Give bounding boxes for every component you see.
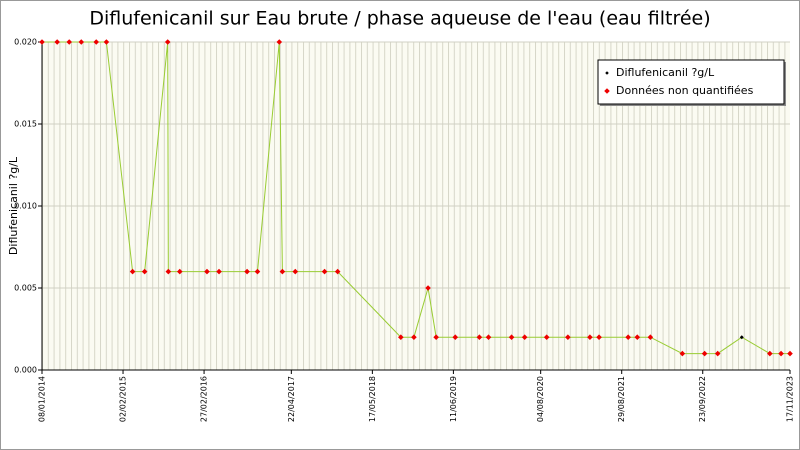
x-tick-label: 08/01/2014	[38, 376, 47, 422]
data-point-non-quantified	[78, 39, 85, 45]
data-point-non-quantified	[334, 268, 341, 275]
legend-label: Diflufenicanil ?g/L	[616, 66, 715, 79]
data-point-non-quantified	[39, 39, 45, 45]
y-tick-label: 0.005	[14, 284, 37, 293]
data-point-non-quantified	[141, 268, 148, 275]
data-point-non-quantified	[54, 39, 60, 45]
data-point-non-quantified	[129, 268, 136, 275]
x-tick-label: 29/08/2021	[617, 376, 626, 422]
x-tick-label: 04/08/2020	[536, 376, 545, 422]
data-point-non-quantified	[714, 350, 721, 357]
data-point-non-quantified	[93, 39, 100, 45]
data-point-non-quantified	[433, 334, 439, 340]
data-point-non-quantified	[543, 334, 550, 340]
data-point-non-quantified	[216, 268, 222, 275]
data-point-non-quantified	[398, 334, 404, 340]
x-tick-label: 22/04/2017	[287, 376, 296, 422]
data-point-non-quantified	[164, 39, 171, 45]
x-tick-label: 17/11/2023	[786, 376, 795, 422]
legend-box	[597, 59, 785, 105]
data-point-non-quantified	[411, 334, 417, 340]
y-axis-label: Diflufenicanil ?g/L	[7, 156, 20, 255]
data-point-non-quantified	[485, 334, 492, 340]
y-tick-label: 0.000	[14, 366, 37, 375]
data-point-non-quantified	[596, 334, 602, 340]
y-tick-label: 0.010	[14, 202, 37, 211]
data-point-non-quantified	[521, 334, 528, 340]
data-point-non-quantified	[425, 285, 431, 291]
data-point-non-quantified	[508, 334, 515, 340]
data-point-non-quantified	[244, 268, 250, 275]
data-point-non-quantified	[778, 350, 784, 357]
data-point-non-quantified	[767, 350, 773, 357]
data-point-non-quantified	[176, 268, 183, 275]
data-point-non-quantified	[254, 268, 261, 275]
x-tick-label: 02/02/2015	[119, 376, 128, 422]
data-point	[739, 335, 744, 340]
y-tick-label: 0.020	[14, 38, 37, 47]
data-point-non-quantified	[647, 334, 654, 340]
legend-label: Données non quantifiées	[616, 84, 754, 97]
data-point-non-quantified	[452, 334, 459, 340]
chart-title: Diflufenicanil sur Eau brute / phase aqu…	[89, 8, 710, 30]
data-point-non-quantified	[292, 268, 299, 275]
y-tick-label: 0.015	[14, 120, 37, 129]
data-point-non-quantified	[103, 39, 110, 45]
data-point-non-quantified	[165, 268, 172, 275]
legend-marker	[604, 88, 610, 94]
data-point-non-quantified	[276, 39, 283, 45]
data-point-non-quantified	[321, 268, 328, 275]
legend-marker	[605, 71, 609, 75]
data-point-non-quantified	[679, 350, 686, 357]
x-tick-label: 17/05/2018	[368, 376, 377, 422]
x-tick-label: 11/06/2019	[449, 376, 458, 422]
data-point-non-quantified	[279, 268, 286, 275]
data-point-non-quantified	[634, 334, 641, 340]
data-point-non-quantified	[625, 334, 631, 340]
data-point-non-quantified	[204, 268, 210, 275]
data-point-non-quantified	[476, 334, 483, 340]
data-point-non-quantified	[701, 350, 708, 357]
x-tick-label: 23/09/2022	[698, 376, 707, 422]
data-point-non-quantified	[587, 334, 593, 340]
data-point-non-quantified	[565, 334, 571, 340]
data-point-non-quantified	[787, 350, 793, 357]
data-point-non-quantified	[66, 39, 73, 45]
x-tick-label: 27/02/2016	[200, 376, 209, 422]
